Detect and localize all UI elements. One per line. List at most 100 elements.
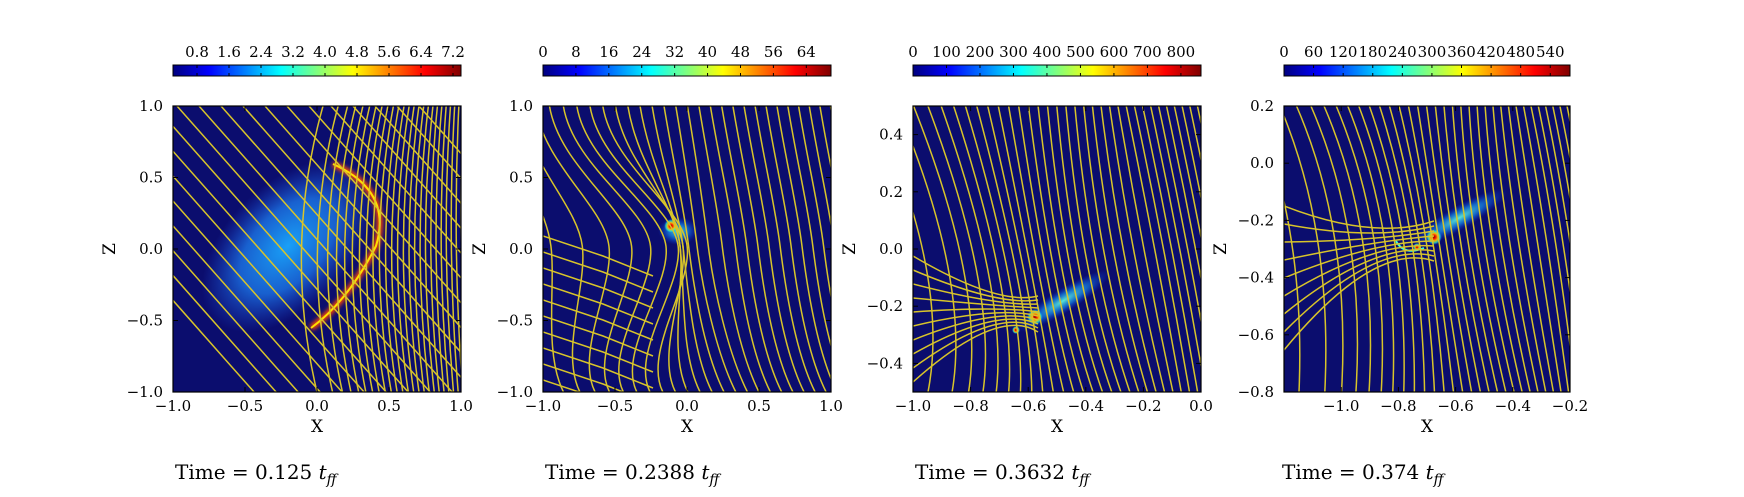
x-tick-label: −0.8 bbox=[1380, 397, 1416, 415]
field-line bbox=[543, 283, 654, 325]
field-line bbox=[927, 106, 987, 392]
field-line bbox=[562, 106, 652, 392]
y-axis-title: Z bbox=[840, 243, 860, 255]
field-line bbox=[997, 106, 1055, 392]
field-line bbox=[651, 106, 713, 392]
density-blob bbox=[201, 159, 375, 333]
field-line bbox=[1133, 106, 1191, 392]
field-line bbox=[1451, 106, 1499, 392]
field-line bbox=[1476, 106, 1523, 392]
field-line bbox=[913, 324, 1039, 383]
field-line bbox=[1574, 106, 1619, 392]
plot-frame bbox=[1283, 105, 1571, 393]
field-line bbox=[358, 106, 377, 392]
field-line bbox=[445, 106, 455, 392]
plot-area bbox=[543, 106, 831, 392]
y-tick-label: −0.5 bbox=[497, 312, 533, 330]
field-line bbox=[408, 106, 420, 392]
colorbar-gradient bbox=[912, 64, 1202, 77]
time-caption: Time = 0.125 tff bbox=[175, 460, 339, 488]
field-line bbox=[326, 106, 349, 392]
field-line bbox=[940, 106, 999, 392]
field-line bbox=[198, 106, 454, 392]
field-line bbox=[173, 224, 322, 392]
field-line bbox=[1416, 106, 1464, 392]
field-line bbox=[1284, 249, 1435, 315]
x-tick-label: 0.5 bbox=[377, 397, 401, 415]
field-line bbox=[1149, 106, 1201, 370]
plot-area bbox=[173, 106, 461, 392]
field-line bbox=[1037, 106, 1094, 392]
field-line bbox=[1082, 106, 1140, 392]
field-line bbox=[1284, 235, 1435, 261]
colorbar-tick-label: 400 bbox=[1033, 43, 1062, 61]
density-peak-secondary bbox=[1012, 326, 1020, 334]
panel-3: 0 100 200 300 400 500 600 700 800 −1.0 −0.8 −0.6 −0.… bbox=[840, 43, 1213, 488]
field-line bbox=[460, 145, 461, 272]
field-line bbox=[1537, 106, 1570, 296]
colorbar-tick-label: 120 bbox=[1329, 43, 1358, 61]
field-line bbox=[743, 106, 805, 392]
field-line bbox=[1017, 106, 1075, 392]
field-line bbox=[765, 106, 827, 392]
field-line bbox=[1284, 223, 1435, 234]
x-tick-label: −1.0 bbox=[1323, 397, 1359, 415]
y-tick-label: 0.2 bbox=[879, 183, 903, 201]
field-line bbox=[1507, 106, 1555, 392]
colorbar-tick-label: 24 bbox=[632, 43, 651, 61]
y-tick-label: 0.5 bbox=[139, 169, 163, 187]
colorbar: 0 60 120 180 240 300 360 420 480 540 bbox=[1279, 43, 1571, 77]
colorbar-tick-label: 360 bbox=[1447, 43, 1476, 61]
field-line bbox=[913, 311, 1039, 327]
colorbar-tick-label: 0 bbox=[908, 43, 918, 61]
field-line bbox=[1310, 106, 1359, 392]
x-tick-label: 0.0 bbox=[1189, 397, 1213, 415]
field-line bbox=[698, 106, 760, 392]
x-tick-label: 0.5 bbox=[747, 397, 771, 415]
field-line bbox=[1157, 106, 1201, 325]
field-line bbox=[1559, 106, 1570, 162]
y-tick-label: −1.0 bbox=[127, 383, 163, 401]
colorbar-tick-label: 2.4 bbox=[249, 43, 273, 61]
y-tick-label: 1.0 bbox=[139, 97, 163, 115]
field-line bbox=[1125, 106, 1182, 392]
field-line bbox=[913, 297, 1039, 309]
colorbar-tick-label: 240 bbox=[1388, 43, 1417, 61]
plot-area bbox=[913, 106, 1201, 392]
field-line bbox=[543, 379, 582, 392]
field-line bbox=[639, 106, 701, 392]
field-line bbox=[1566, 106, 1570, 125]
field-line bbox=[1056, 106, 1113, 392]
colorbar-tick-label: 0.8 bbox=[185, 43, 209, 61]
field-line bbox=[913, 315, 1039, 341]
field-line bbox=[1284, 205, 1435, 229]
field-line bbox=[1189, 106, 1201, 164]
y-tick-label: 1.0 bbox=[509, 97, 533, 115]
colorbar-tick-label: 4.0 bbox=[313, 43, 337, 61]
field-line bbox=[1007, 106, 1065, 392]
field-line bbox=[602, 106, 689, 392]
time-caption: Time = 0.3632 tff bbox=[915, 460, 1091, 488]
field-line bbox=[1284, 240, 1435, 279]
field-line bbox=[300, 106, 324, 392]
y-tick-label: 0.5 bbox=[509, 169, 533, 187]
field-line bbox=[352, 106, 461, 230]
field-line bbox=[1173, 106, 1201, 241]
field-line bbox=[173, 249, 300, 392]
colorbar-tick-label: 16 bbox=[599, 43, 618, 61]
field-line bbox=[1335, 106, 1384, 392]
field-line bbox=[1065, 106, 1122, 392]
colorbar-tick-label: 6.4 bbox=[409, 43, 433, 61]
colorbar-tick-label: 5.6 bbox=[377, 43, 401, 61]
field-line bbox=[1100, 106, 1157, 392]
x-tick-label: 1.0 bbox=[819, 397, 843, 415]
field-line bbox=[351, 106, 371, 392]
y-tick-label: −0.4 bbox=[867, 354, 903, 372]
colorbar-tick-label: 500 bbox=[1066, 43, 1095, 61]
field-line bbox=[330, 106, 461, 255]
field-line bbox=[450, 106, 459, 392]
field-line bbox=[343, 106, 364, 392]
y-tick-label: −0.8 bbox=[1238, 383, 1274, 401]
colorbar-tick-label: 0 bbox=[1279, 43, 1289, 61]
field-line bbox=[378, 106, 395, 392]
